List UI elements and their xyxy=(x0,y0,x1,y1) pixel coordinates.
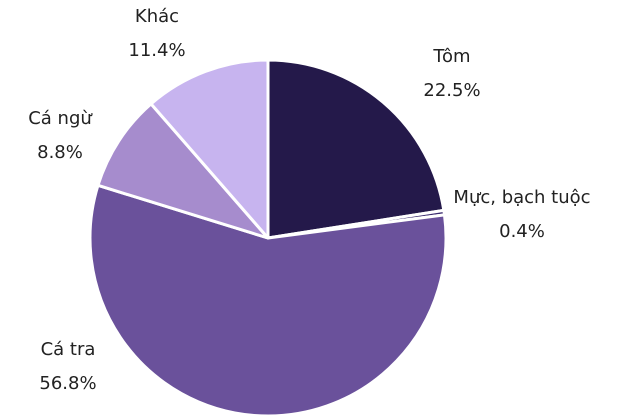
slice-value-label: 22.5% xyxy=(423,80,480,101)
pie-slice xyxy=(88,183,448,417)
slice-label: Cá tra xyxy=(41,339,96,360)
slice-label: Khác xyxy=(135,6,179,27)
slice-value-label: 56.8% xyxy=(39,373,96,394)
slice-label: Cá ngừ xyxy=(28,108,93,129)
slice-label: Tôm xyxy=(432,46,470,67)
pie-slice xyxy=(266,58,446,240)
pie-slice xyxy=(149,58,270,240)
pie-slice xyxy=(96,102,270,240)
slice-value-label: 0.4% xyxy=(499,221,545,242)
slice-value-label: 11.4% xyxy=(128,40,185,61)
slice-value-label: 8.8% xyxy=(37,142,83,163)
slice-label: Mực, bạch tuộc xyxy=(453,187,590,208)
